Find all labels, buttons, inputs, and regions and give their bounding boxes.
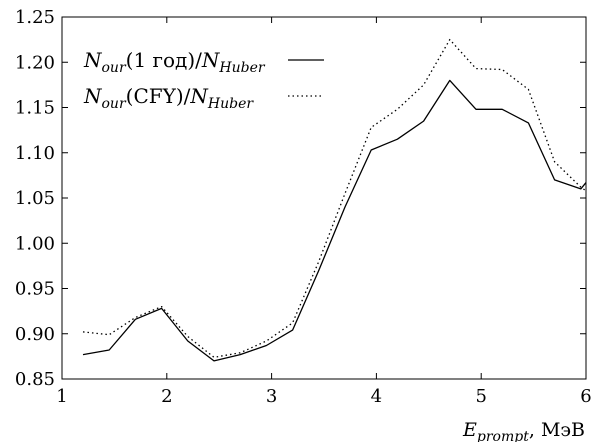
legend-label-2: Nour(CFY)/NHuber [83,84,254,112]
x-tick-label: 5 [475,386,486,407]
series-line-cfy [82,38,587,358]
legend: Nour(1 год)/NHuber Nour(CFY)/NHuber [83,48,324,112]
series-group [82,38,587,362]
y-tick-label: 0.85 [15,369,55,390]
x-axis-label: Eprompt, МэВ [462,419,585,442]
y-tick-label: 0.90 [15,324,55,345]
y-tick-label: 1.20 [15,52,55,73]
x-tick-label: 1 [56,386,67,407]
x-tick-label: 6 [580,386,591,407]
x-tick-label: 4 [371,386,382,407]
y-tick-label: 1.25 [15,7,55,28]
legend-label-1: Nour(1 год)/NHuber [83,48,266,76]
y-tick-label: 0.95 [15,279,55,300]
x-axis: 1 2 3 4 5 6 [56,17,591,407]
x-tick-label: 2 [161,386,172,407]
x-tick-label: 3 [266,386,277,407]
y-axis: 0.85 0.90 0.95 1.00 1.05 1.10 1.15 1.20 1.25 [15,7,586,390]
y-tick-label: 1.00 [15,233,55,254]
series-line-1-god [82,79,587,362]
y-tick-label: 1.10 [15,143,55,164]
y-tick-label: 1.15 [15,98,55,119]
y-tick-label: 1.05 [15,188,55,209]
